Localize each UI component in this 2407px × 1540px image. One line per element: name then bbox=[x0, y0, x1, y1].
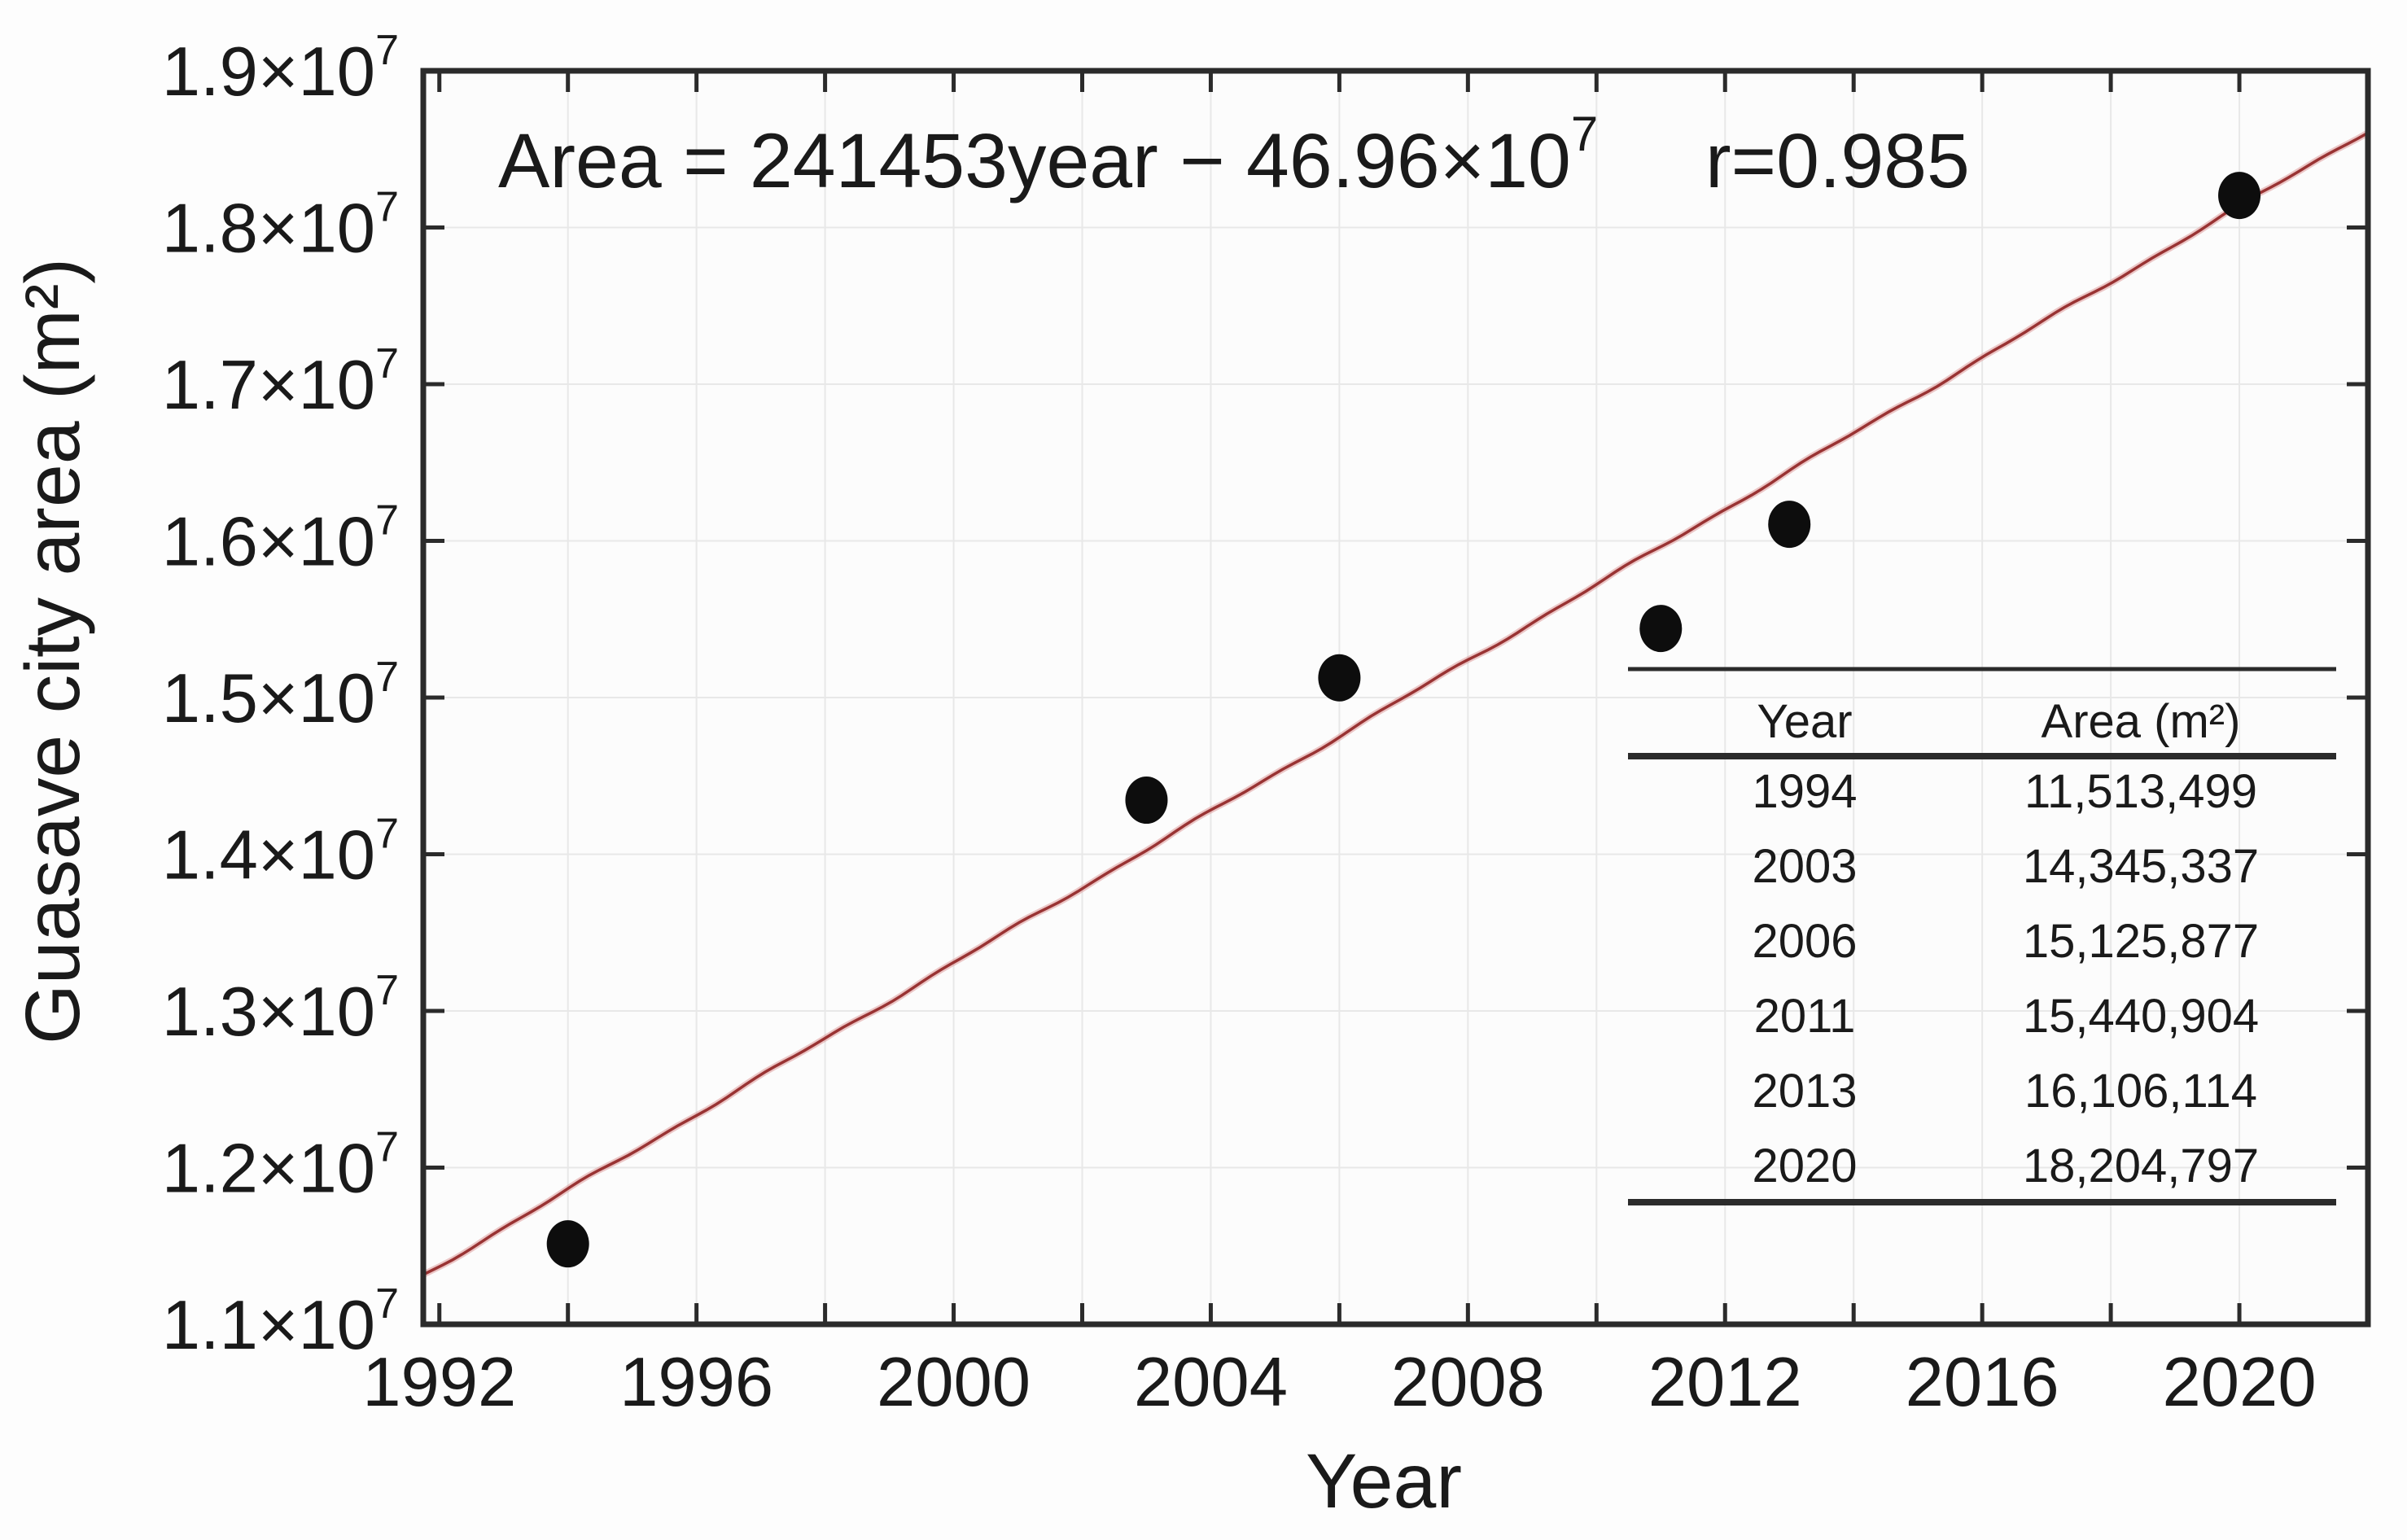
data-point bbox=[546, 1220, 589, 1268]
table-rows: 1994 11,513,499 2003 14,345,337 2006 15,125,8… bbox=[1752, 765, 2259, 1192]
table-cell-year: 2011 bbox=[1754, 990, 1856, 1043]
axis-ticks bbox=[423, 71, 2368, 1324]
x-axis-title: Year bbox=[1306, 1438, 1462, 1525]
table-cell-area: 16,106,114 bbox=[2024, 1065, 2257, 1118]
y-tick-label: 1.7×107 bbox=[162, 340, 399, 424]
table-header-area: Area (m²) bbox=[2042, 695, 2241, 748]
x-tick-label: 2000 bbox=[877, 1344, 1031, 1421]
y-tick-label: 1.8×107 bbox=[162, 184, 399, 268]
table-cell-year: 2020 bbox=[1752, 1140, 1857, 1192]
table-header-year: Year bbox=[1757, 695, 1852, 748]
regression-line-path bbox=[422, 132, 2368, 1276]
table-cell-area: 15,125,877 bbox=[2023, 915, 2259, 968]
table-cell-area: 18,204,797 bbox=[2023, 1140, 2259, 1192]
data-point bbox=[1125, 777, 1168, 825]
y-tick-label: 1.3×107 bbox=[162, 967, 399, 1051]
axis-tick-labels: 1992 1996 2000 2004 2008 2012 2016 2020 1.1×107 1… bbox=[162, 27, 2317, 1421]
x-tick-label: 1992 bbox=[362, 1344, 516, 1421]
table-cell-year: 1994 bbox=[1752, 765, 1857, 818]
data-point bbox=[1768, 501, 1811, 549]
x-tick-label: 2008 bbox=[1391, 1344, 1545, 1421]
y-tick-label: 1.1×107 bbox=[162, 1280, 399, 1364]
table-cell-area: 14,345,337 bbox=[2023, 840, 2259, 893]
table-cell-year: 2003 bbox=[1752, 840, 1857, 893]
inset-table: Year Area (m²) 1994 11,513,499 2003 14,345,… bbox=[1628, 667, 2336, 1205]
data-points bbox=[546, 172, 2261, 1268]
y-tick-label: 1.9×107 bbox=[162, 27, 399, 111]
x-tick-label: 2016 bbox=[1906, 1344, 2059, 1421]
r-value-annotation: r=0.985 bbox=[1705, 118, 1970, 204]
y-axis-title: Guasave city area (m²) bbox=[10, 258, 96, 1044]
equation-annotation: Area = 241453year − 46.96×107 bbox=[498, 107, 1598, 204]
data-point bbox=[1318, 654, 1361, 702]
data-point bbox=[1639, 605, 1683, 653]
y-tick-label: 1.6×107 bbox=[162, 497, 399, 581]
data-point bbox=[2218, 172, 2261, 220]
plot-frame bbox=[420, 68, 2371, 1328]
table-cell-year: 2013 bbox=[1752, 1065, 1857, 1118]
table-cell-year: 2006 bbox=[1752, 915, 1857, 968]
table-cell-area: 15,440,904 bbox=[2023, 990, 2259, 1043]
regression-line bbox=[422, 130, 2369, 1278]
x-tick-label: 2004 bbox=[1134, 1344, 1288, 1421]
y-tick-label: 1.2×107 bbox=[162, 1124, 399, 1208]
y-tick-label: 1.4×107 bbox=[162, 811, 399, 895]
x-tick-label: 2012 bbox=[1648, 1344, 1802, 1421]
table-cell-area: 11,513,499 bbox=[2024, 765, 2257, 818]
y-tick-label: 1.5×107 bbox=[162, 654, 399, 737]
x-tick-label: 1996 bbox=[619, 1344, 773, 1421]
x-tick-label: 2020 bbox=[2163, 1344, 2317, 1421]
